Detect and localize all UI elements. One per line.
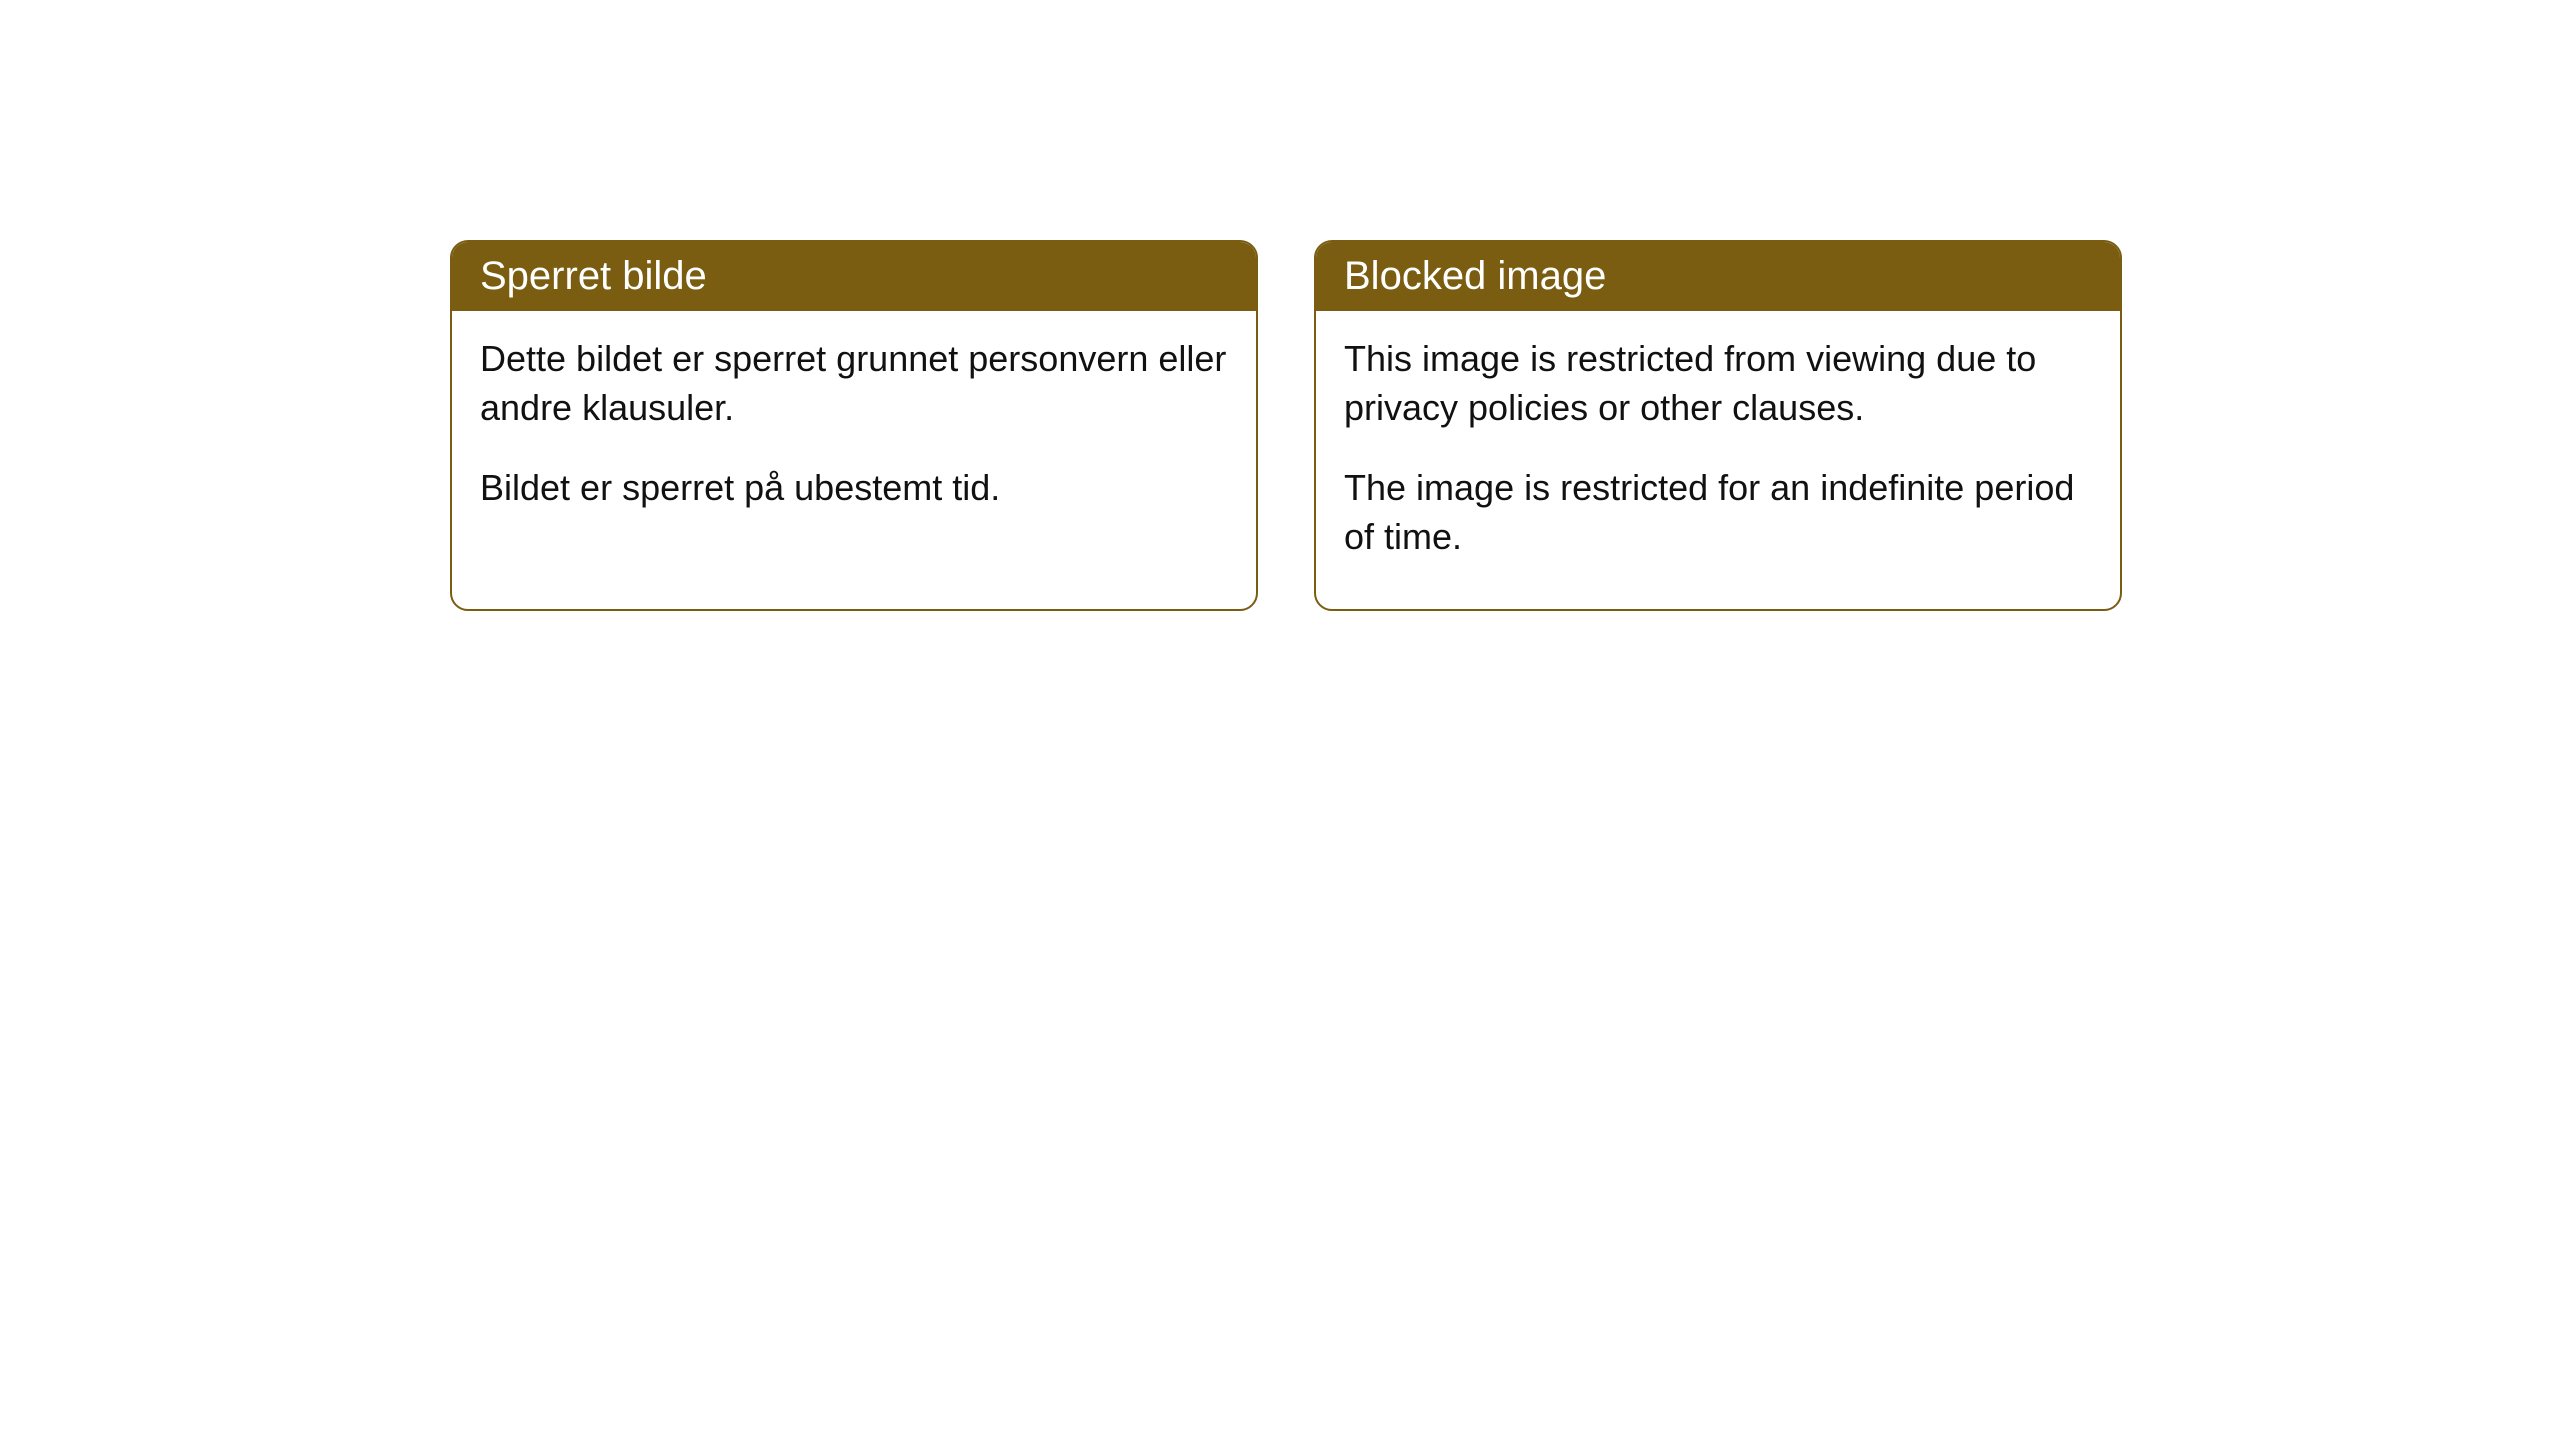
card-paragraph: This image is restricted from viewing du… xyxy=(1344,335,2092,432)
notice-cards-container: Sperret bilde Dette bildet er sperret gr… xyxy=(0,0,2560,611)
card-title: Sperret bilde xyxy=(480,254,707,298)
blocked-image-card-english: Blocked image This image is restricted f… xyxy=(1314,240,2122,611)
card-paragraph: Dette bildet er sperret grunnet personve… xyxy=(480,335,1228,432)
blocked-image-card-norwegian: Sperret bilde Dette bildet er sperret gr… xyxy=(450,240,1258,611)
card-header: Sperret bilde xyxy=(452,242,1256,311)
card-body: Dette bildet er sperret grunnet personve… xyxy=(452,311,1256,561)
card-paragraph: Bildet er sperret på ubestemt tid. xyxy=(480,464,1228,513)
card-paragraph: The image is restricted for an indefinit… xyxy=(1344,464,2092,561)
card-body: This image is restricted from viewing du… xyxy=(1316,311,2120,609)
card-title: Blocked image xyxy=(1344,254,1606,298)
card-header: Blocked image xyxy=(1316,242,2120,311)
